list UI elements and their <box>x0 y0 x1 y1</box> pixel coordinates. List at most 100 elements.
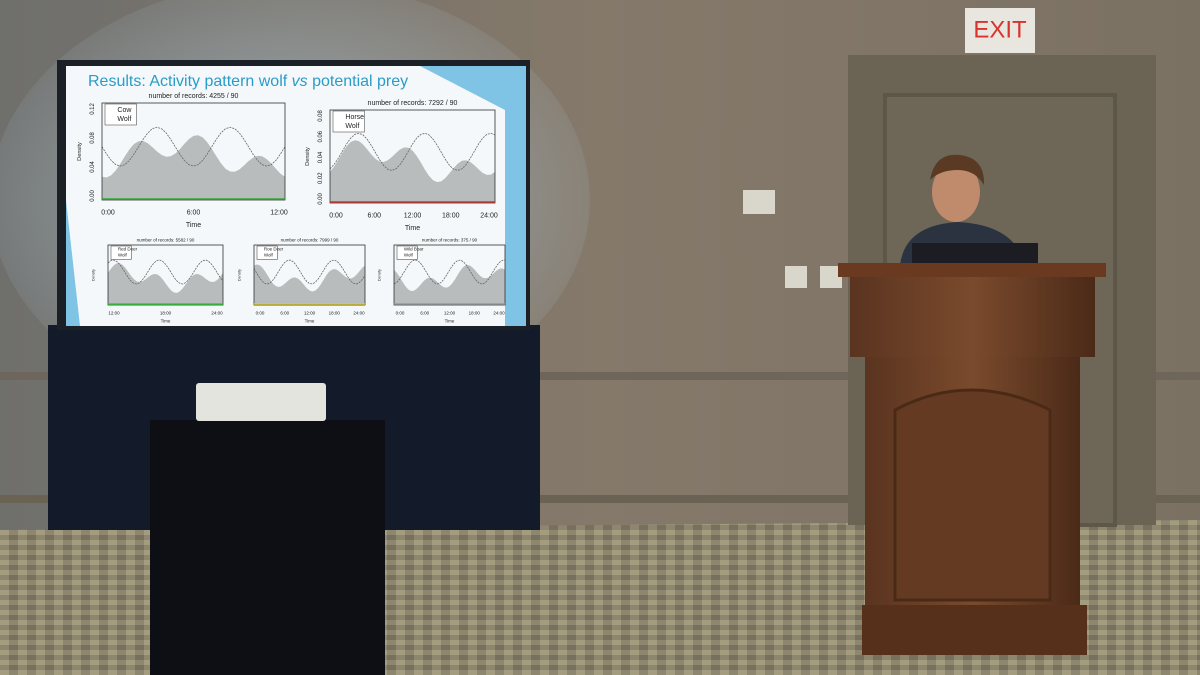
legend-label: Wolf <box>404 253 414 258</box>
legend-label: Wolf <box>117 116 131 123</box>
x-tick-label: 12:00 <box>404 212 422 219</box>
y-tick-label: 0.00 <box>318 193 324 205</box>
exit-text: EXIT <box>973 16 1027 43</box>
x-axis-label: Time <box>161 318 171 323</box>
y-axis-label: Density <box>77 142 83 161</box>
plot-box <box>101 102 286 201</box>
slide-accent-left <box>66 200 80 326</box>
chair-rail <box>0 372 1200 380</box>
x-tick-label: 12:00 <box>270 209 288 216</box>
x-tick-label: 0:00 <box>396 310 405 315</box>
legend-label: Red Deer <box>118 247 138 252</box>
y-tick-label: 0.08 <box>90 132 96 144</box>
x-tick-label: 6:00 <box>187 209 201 216</box>
y-tick-label: 0.06 <box>318 130 324 142</box>
laptop <box>912 243 1038 263</box>
plot-header: number of records: 375 / 90 <box>422 238 478 243</box>
y-axis-label: Density <box>305 147 311 166</box>
x-axis-label: Time <box>186 222 201 229</box>
plot-box <box>253 244 366 306</box>
y-axis-label: Density <box>92 269 96 281</box>
plot-box <box>393 244 506 306</box>
legend-label: Wolf <box>118 253 128 258</box>
y-tick-label: 0.04 <box>90 161 96 173</box>
legend-box <box>110 245 132 260</box>
x-tick-label: 0:00 <box>329 212 343 219</box>
plot-box <box>107 244 224 306</box>
outlet <box>820 266 842 288</box>
x-tick-label: 0:00 <box>101 209 115 216</box>
x-tick-label: 24:00 <box>493 310 505 315</box>
plots: number of records: 4255 / 90 Cow Wolf Densi… <box>77 93 506 323</box>
y-tick-label: 0.12 <box>90 103 96 115</box>
projector <box>196 383 326 421</box>
exit-sign <box>965 8 1035 53</box>
speaker-hair <box>930 154 985 185</box>
x-tick-label: 6:00 <box>280 310 289 315</box>
slide-title: Results: Activity pattern wolf vs potent… <box>88 73 408 90</box>
legend-label: Wild Boar <box>404 247 424 252</box>
plot-header: number of records: 7999 / 90 <box>281 238 339 243</box>
legend-label: Wolf <box>264 253 274 258</box>
x-tick-label: 6:00 <box>420 310 429 315</box>
x-axis-label: Time <box>445 318 455 323</box>
podium-top <box>838 263 1106 277</box>
density-line <box>329 132 496 171</box>
legend-box <box>256 245 278 260</box>
x-axis-label: Time <box>405 225 420 232</box>
legend-label: Roe Deer <box>264 247 284 252</box>
density-area <box>108 263 223 305</box>
y-tick-label: 0.02 <box>318 172 324 184</box>
podium-panel <box>893 388 1052 602</box>
x-tick-label: 0:00 <box>256 310 265 315</box>
title-start: Results: Activity pattern wolf <box>88 73 292 90</box>
legend-box <box>104 103 137 126</box>
x-tick-label: 24:00 <box>353 310 365 315</box>
plot-header: number of records: 7292 / 90 <box>368 100 458 107</box>
legend-label: Cow <box>117 107 132 114</box>
baseboard <box>0 495 1200 503</box>
projector-table <box>150 420 385 675</box>
y-axis-label: Density <box>238 269 242 281</box>
plot-header: number of records: 4255 / 90 <box>149 93 239 100</box>
title-em: vs <box>292 73 308 90</box>
density-area <box>102 135 285 200</box>
podium-base <box>862 605 1087 655</box>
x-tick-label: 12:00 <box>108 310 120 315</box>
density-area <box>330 140 495 203</box>
density-line <box>253 259 366 285</box>
x-tick-label: 12:00 <box>304 310 316 315</box>
legend-label: Horse <box>345 114 364 121</box>
x-tick-label: 18:00 <box>442 212 460 219</box>
y-tick-label: 0.08 <box>318 110 324 122</box>
x-tick-label: 18:00 <box>160 310 172 315</box>
x-tick-label: 18:00 <box>469 310 481 315</box>
switch <box>743 190 775 214</box>
podium-upper <box>850 277 1095 357</box>
plot-box <box>329 109 496 204</box>
y-tick-label: 0.00 <box>90 190 96 202</box>
x-tick-label: 18:00 <box>329 310 341 315</box>
legend-label: Wolf <box>345 123 359 130</box>
x-axis-label: Time <box>305 318 315 323</box>
legend-box <box>332 110 365 133</box>
density-line <box>393 259 506 285</box>
speaker-head <box>932 162 980 222</box>
y-tick-label: 0.04 <box>318 151 324 163</box>
x-tick-label: 24:00 <box>480 212 498 219</box>
title-end: potential prey <box>308 73 409 90</box>
density-area <box>254 264 365 305</box>
x-tick-label: 12:00 <box>444 310 456 315</box>
density-line <box>101 126 286 167</box>
legend-box <box>396 245 418 260</box>
plot-header: number of records: 5582 / 90 <box>137 238 195 243</box>
density-line <box>107 259 224 285</box>
y-axis-label: Density <box>378 269 382 281</box>
x-tick-label: 24:00 <box>211 310 223 315</box>
x-tick-label: 6:00 <box>367 212 381 219</box>
slide-accent <box>420 66 526 326</box>
density-area <box>394 265 505 305</box>
outlet <box>785 266 807 288</box>
